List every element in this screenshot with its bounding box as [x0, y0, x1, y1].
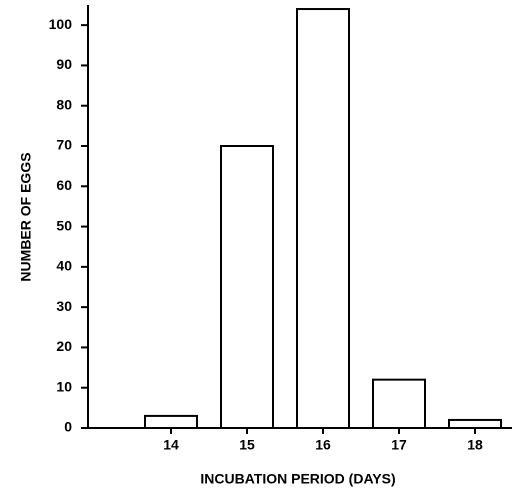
- y-tick-label: 80: [56, 96, 72, 112]
- x-tick-label: 18: [467, 437, 483, 453]
- y-tick-label: 30: [56, 298, 72, 314]
- y-tick-label: 50: [56, 217, 72, 233]
- y-axis-label: NUMBER OF EGGS: [18, 152, 34, 281]
- y-tick-label: 20: [56, 338, 72, 354]
- x-tick-label: 16: [315, 437, 331, 453]
- x-tick-label: 17: [391, 437, 407, 453]
- bar: [372, 378, 426, 429]
- y-tick-label: 90: [56, 56, 72, 72]
- y-tick-label: 70: [56, 137, 72, 153]
- y-tick-label: 0: [64, 419, 72, 435]
- y-tick-label: 40: [56, 258, 72, 274]
- x-tick-label: 14: [163, 437, 179, 453]
- bar: [220, 145, 274, 429]
- bar: [448, 418, 502, 430]
- y-tick-label: 60: [56, 177, 72, 193]
- y-tick-label: 100: [49, 16, 73, 32]
- bar: [144, 414, 198, 429]
- y-tick-label: 10: [56, 378, 72, 394]
- x-axis-label: INCUBATION PERIOD (DAYS): [200, 471, 395, 487]
- bar: [296, 8, 350, 430]
- x-tick-label: 15: [239, 437, 255, 453]
